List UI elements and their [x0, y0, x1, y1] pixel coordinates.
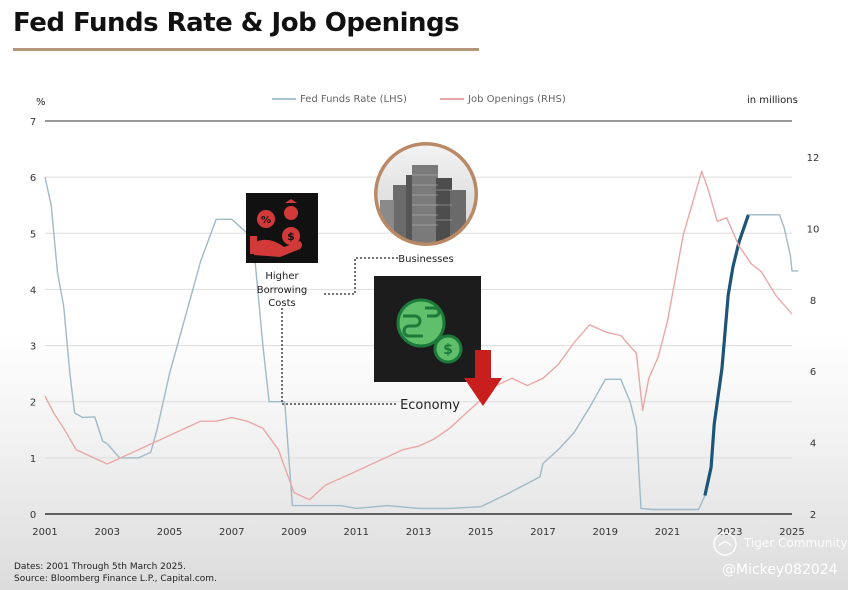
legend: Fed Funds Rate (LHS) Job Openings (RHS)	[272, 94, 566, 105]
x-tick-label: 2023	[717, 527, 742, 538]
y-right-tick-label: 12	[807, 153, 820, 164]
y-left-tick-label: 4	[30, 285, 36, 296]
borrowing-label-line3: Costs	[268, 298, 295, 309]
tiger-logo-icon	[713, 532, 737, 556]
series-layer	[44, 170, 799, 511]
chart-title: Fed Funds Rate & Job Openings	[13, 8, 460, 38]
y-left-tick-label: 0	[30, 510, 36, 521]
svg-text:$: $	[443, 342, 453, 358]
x-tick-label: 2021	[655, 527, 680, 538]
legend-jobs-label: Job Openings (RHS)	[467, 94, 566, 105]
watermark-user: @Mickey082024	[722, 562, 838, 578]
x-tick-label: 2017	[530, 527, 555, 538]
x-tick-label: 2025	[779, 527, 804, 538]
connector-lines	[281, 257, 398, 405]
svg-text:$: $	[287, 230, 295, 243]
borrowing-label-line1: Higher	[265, 271, 299, 282]
series-line-3	[44, 170, 793, 501]
y-right-tick-label: 4	[810, 439, 816, 450]
y-right-tick-label: 2	[810, 510, 816, 521]
office-buildings-icon	[374, 142, 478, 246]
right-axis-unit: in millions	[747, 95, 798, 106]
x-tick-label: 2005	[157, 527, 182, 538]
series-line-2	[748, 214, 799, 272]
y-right-tick-label: 8	[810, 296, 816, 307]
x-tick-label: 2015	[468, 527, 493, 538]
x-tick-label: 2009	[281, 527, 306, 538]
percent-dollar-hand-icon: % $	[250, 199, 302, 257]
series-line-1	[703, 214, 750, 496]
footnote-dates: Dates: 2001 Through 5th March 2025.	[14, 562, 186, 572]
down-arrow-icon	[464, 350, 502, 406]
x-tick-label: 2003	[95, 527, 120, 538]
economy-icon-box: $	[374, 276, 481, 382]
globe-dollar-icon: $	[396, 298, 463, 364]
y-left-tick-label: 2	[30, 398, 36, 409]
left-axis-unit: %	[36, 97, 46, 108]
connector-borrowing-businesses	[324, 257, 398, 295]
watermark-community: Tiger Community	[744, 536, 848, 550]
series-line-0	[44, 176, 706, 511]
x-tick-label: 2013	[406, 527, 431, 538]
y-left-tick-label: 3	[30, 342, 36, 353]
y-left-tick-label: 1	[30, 454, 36, 465]
svg-text:%: %	[261, 215, 271, 226]
legend-fed-label: Fed Funds Rate (LHS)	[300, 94, 407, 105]
economy-label: Economy	[400, 398, 460, 413]
footnote-source: Source: Bloomberg Finance L.P., Capital.…	[14, 574, 217, 584]
borrowing-icon-box: % $	[246, 193, 318, 263]
y-left-tick-label: 6	[30, 173, 36, 184]
y-left-tick-label: 7	[30, 117, 36, 128]
x-tick-label: 2011	[344, 527, 369, 538]
borrowing-label-line2: Borrowing	[257, 285, 308, 296]
x-tick-label: 2019	[593, 527, 618, 538]
connector-borrowing-economy	[281, 308, 396, 405]
x-tick-label: 2007	[219, 527, 244, 538]
y-left-tick-label: 5	[30, 229, 36, 240]
footnote: Dates: 2001 Through 5th March 2025. Sour…	[14, 561, 217, 585]
y-right-tick-label: 10	[807, 224, 820, 235]
businesses-label: Businesses	[398, 254, 453, 265]
title-underline	[13, 48, 479, 51]
x-tick-label: 2001	[32, 527, 57, 538]
y-right-tick-label: 6	[810, 367, 816, 378]
